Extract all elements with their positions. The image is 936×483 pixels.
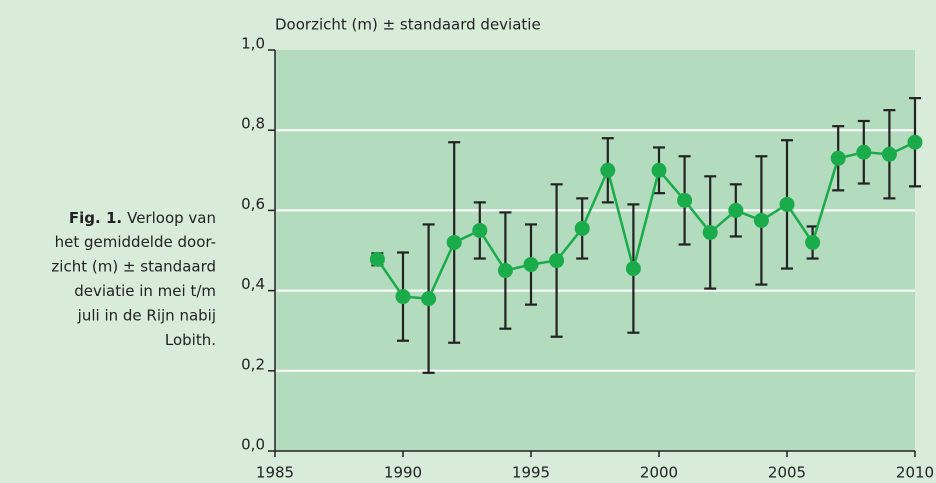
data-point: [702, 224, 718, 240]
x-tick-label: 2000: [640, 464, 678, 482]
caption-line: Lobith.: [165, 331, 216, 349]
y-tick-label: 0,0: [241, 436, 265, 454]
data-point: [779, 196, 795, 212]
data-point: [549, 253, 565, 269]
caption-text: Verloop van: [127, 209, 216, 227]
caption-label: Fig. 1.: [69, 209, 122, 227]
caption-line: het gemiddelde door-: [55, 233, 216, 251]
data-point: [651, 162, 667, 178]
data-point: [856, 144, 872, 160]
data-point: [497, 263, 513, 279]
data-point: [395, 289, 411, 305]
caption-line: juli in de Rijn nabij: [77, 307, 216, 325]
data-point: [421, 291, 437, 307]
x-tick-label: 2010: [896, 464, 934, 482]
x-tick-label: 2005: [768, 464, 806, 482]
data-point: [369, 251, 385, 267]
data-point: [677, 192, 693, 208]
data-line: [376, 141, 916, 300]
y-tick-label: 0,4: [241, 275, 265, 293]
caption-line: Fig. 1. Verloop van: [69, 209, 216, 227]
plot-area: [275, 50, 915, 451]
x-tick-label: 1985: [256, 464, 294, 482]
data-point: [753, 212, 769, 228]
x-tick-label: 1990: [384, 464, 422, 482]
data-point: [907, 134, 923, 150]
y-tick-label: 0,6: [241, 195, 265, 213]
data-point: [472, 222, 488, 238]
caption-line: zicht (m) ± standaard: [51, 258, 216, 276]
data-point: [625, 261, 641, 277]
data-point: [523, 257, 539, 273]
data-point: [805, 234, 821, 250]
caption-line: deviatie in mei t/m: [74, 282, 216, 300]
y-tick-label: 1,0: [241, 35, 265, 53]
data-point: [600, 162, 616, 178]
y-axis-label: Doorzicht (m) ± standaard deviatie: [275, 16, 541, 34]
data-point: [446, 234, 462, 250]
x-tick-label: 1995: [512, 464, 550, 482]
y-tick-label: 0,8: [241, 115, 265, 133]
y-tick-label: 0,2: [241, 355, 265, 373]
data-point: [881, 146, 897, 162]
data-point: [574, 220, 590, 236]
data-point: [830, 150, 846, 166]
data-point: [728, 202, 744, 218]
